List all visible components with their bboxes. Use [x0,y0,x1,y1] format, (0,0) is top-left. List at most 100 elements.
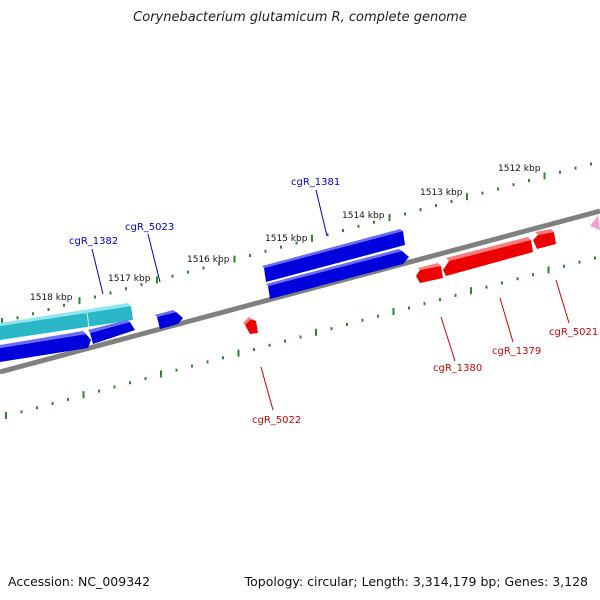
upper-minor-tick [16,316,19,320]
upper-major-tick [233,255,236,263]
tick-label-1515: 1515 kbp [265,234,308,244]
lower-minor-tick [594,256,596,260]
gene-cgR_1382-cyan-arrow[interactable] [0,303,133,340]
lower-minor-tick [206,360,209,364]
gene-cgR_5023-arrow[interactable] [155,310,183,329]
upper-minor-tick [590,162,592,166]
gene-cgR_1383-arrow[interactable] [88,320,135,344]
accession-text: Accession: NC_009342 [8,574,151,589]
upper-minor-tick [326,233,329,237]
genome-backbone [0,208,600,375]
leader-line-cgR_1381 [315,189,328,237]
lower-minor-tick [563,264,565,268]
upper-minor-tick [94,295,96,299]
gene-label-cgR_5023[interactable]: cgR_5023 [125,222,174,233]
leader-line-cgR_1380 [440,316,456,362]
tick-label-1512: 1512 kbp [498,164,541,174]
upper-minor-tick [187,270,189,274]
lower-major-tick [470,287,472,295]
lower-minor-tick [377,314,379,318]
upper-minor-tick [295,241,298,245]
upper-minor-tick [435,204,437,207]
lower-minor-tick [191,364,193,368]
lower-minor-tick [20,410,23,414]
upper-major-tick [311,234,313,242]
lower-major-tick [5,412,7,419]
lower-minor-tick [408,306,410,310]
lower-minor-tick [516,277,519,281]
lower-minor-tick [98,389,100,393]
gene-cgR_1381b-arrow[interactable] [266,249,409,299]
upper-minor-tick [202,266,205,270]
gene-label-cgR_1379[interactable]: cgR_1379 [492,346,541,357]
leader-line-cgR_5023 [147,233,161,283]
upper-minor-tick [419,208,422,212]
tick-label-1514: 1514 kbp [342,211,385,221]
gene-cgR_5021-arrow[interactable] [533,229,556,249]
upper-minor-tick [280,245,282,249]
upper-major-tick [78,297,81,305]
lower-major-tick [82,391,85,399]
upper-minor-tick [404,212,406,216]
upper-major-tick [1,318,3,325]
upper-minor-tick [264,249,267,253]
lower-minor-tick [501,281,503,285]
gene-cgR_1382-arrow[interactable] [0,331,91,362]
lower-minor-tick [36,406,38,410]
upper-minor-tick [249,254,251,257]
upper-minor-tick [342,229,344,232]
upper-major-tick [156,276,158,284]
tick-label-1517: 1517 kbp [108,274,151,284]
gene-cgR_1380-arrow[interactable] [416,263,443,283]
lower-major-tick [315,328,317,336]
lower-minor-tick [144,377,147,381]
lower-minor-tick [175,368,178,372]
lower-major-tick [237,349,240,357]
tick-label-1516: 1516 kbp [187,255,230,265]
gene-label-cgR_5022[interactable]: cgR_5022 [252,415,301,426]
leader-line-cgR_5022 [260,366,274,411]
upper-minor-tick [63,303,65,307]
lower-minor-tick [330,327,333,331]
upper-minor-tick [140,283,143,287]
lower-minor-tick [67,397,69,401]
upper-minor-tick [373,220,375,224]
upper-minor-tick [125,287,127,291]
gene-label-cgR_1380[interactable]: cgR_1380 [433,363,482,374]
upper-major-tick [543,172,546,180]
gene-label-cgR_5021[interactable]: cgR_5021 [549,327,598,338]
lower-minor-tick [222,356,224,360]
gene-label-cgR_1382[interactable]: cgR_1382 [69,236,118,247]
genome-title: Corynebacterium glutamicum R, complete g… [133,10,467,25]
genome-summary-text: Topology: circular; Length: 3,314,179 bp… [244,574,588,589]
lower-minor-tick [439,298,441,301]
leader-line-cgR_1379 [499,297,514,343]
upper-major-tick [466,193,468,201]
lower-minor-tick [423,302,426,306]
marker-pink [590,215,600,230]
gene-cgR_5022-arrow[interactable] [243,317,258,334]
upper-minor-tick [481,191,484,195]
upper-minor-tick [497,187,499,191]
upper-tick-row [1,162,592,325]
lower-minor-tick [268,343,271,347]
gene-cgR_1381-arrow[interactable] [262,229,405,282]
upper-minor-tick [47,308,50,311]
lower-minor-tick [578,260,581,264]
gene-cgR_1379-arrow[interactable] [443,237,533,276]
gene-label-cgR_1381[interactable]: cgR_1381 [291,177,340,188]
upper-minor-tick [574,166,577,170]
upper-minor-tick [171,274,174,278]
lower-minor-tick [129,381,131,385]
lower-major-tick [392,308,395,315]
lower-minor-tick [51,402,54,405]
lower-minor-tick [346,323,348,326]
upper-minor-tick [357,224,360,228]
lower-major-tick [160,370,162,378]
lower-minor-tick [485,285,488,289]
tick-label-1518: 1518 kbp [30,293,73,303]
lower-minor-tick [532,273,534,277]
upper-minor-tick [109,291,112,295]
upper-minor-tick [559,170,561,174]
